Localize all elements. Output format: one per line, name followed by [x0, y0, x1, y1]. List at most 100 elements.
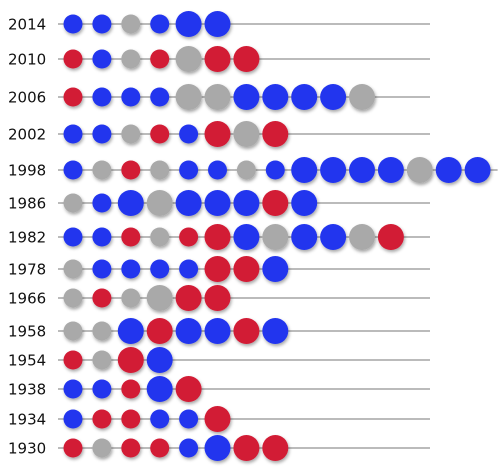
- dot: [92, 288, 112, 308]
- dot: [63, 124, 83, 144]
- dot: [262, 224, 289, 250]
- dot: [117, 318, 144, 344]
- dot: [265, 160, 285, 180]
- dot: [63, 49, 83, 69]
- dot: [150, 14, 170, 34]
- dot: [233, 84, 260, 110]
- dot: [63, 227, 83, 247]
- dot: [92, 227, 112, 247]
- dot: [233, 121, 260, 147]
- dot: [320, 84, 347, 110]
- dot: [63, 87, 83, 107]
- dot: [121, 259, 141, 279]
- dot: [291, 190, 318, 216]
- dot: [117, 347, 144, 373]
- year-label: 1938: [8, 381, 46, 399]
- dot: [121, 14, 141, 34]
- dot: [291, 224, 318, 250]
- dot: [150, 259, 170, 279]
- dot: [146, 376, 173, 402]
- dot: [179, 227, 199, 247]
- dot: [175, 84, 202, 110]
- dot: [233, 224, 260, 250]
- dot: [63, 350, 83, 370]
- dot: [179, 259, 199, 279]
- year-label: 1930: [8, 440, 46, 458]
- dot: [262, 84, 289, 110]
- dot: [204, 318, 231, 344]
- dot: [204, 190, 231, 216]
- year-label: 1934: [8, 411, 46, 429]
- dot: [175, 190, 202, 216]
- dot: [233, 318, 260, 344]
- dot: [377, 224, 404, 250]
- dot: [349, 84, 375, 110]
- dot: [150, 124, 170, 144]
- dot: [236, 160, 256, 180]
- dot: [150, 409, 170, 429]
- dot: [92, 124, 112, 144]
- year-label: 1954: [8, 352, 46, 370]
- dot: [92, 438, 112, 458]
- dot: [121, 227, 141, 247]
- dot: [233, 256, 260, 282]
- dot: [92, 49, 112, 69]
- year-label: 2006: [8, 89, 46, 107]
- dot: [175, 11, 202, 37]
- dot: [204, 406, 231, 432]
- dot: [150, 160, 170, 180]
- year-label: 1966: [8, 290, 46, 308]
- dot: [204, 435, 231, 461]
- dot: [233, 190, 260, 216]
- dot: [175, 376, 202, 402]
- year-label: 1978: [8, 261, 46, 279]
- dot: [92, 160, 112, 180]
- dot: [121, 49, 141, 69]
- dot: [262, 318, 289, 344]
- dot: [320, 157, 347, 183]
- dot: [121, 87, 141, 107]
- dot: [92, 14, 112, 34]
- year-label: 1986: [8, 195, 46, 213]
- dot: [92, 87, 112, 107]
- dot: [233, 46, 260, 72]
- dot: [63, 288, 83, 308]
- dot: [233, 435, 260, 461]
- dot: [204, 121, 231, 147]
- dot: [175, 46, 202, 72]
- dot: [349, 224, 375, 250]
- year-label: 1982: [8, 229, 46, 247]
- dot: [204, 46, 231, 72]
- dot: [92, 321, 112, 341]
- year-label: 1998: [8, 162, 46, 180]
- dot: [121, 160, 141, 180]
- dot: [291, 84, 318, 110]
- dot: [146, 190, 173, 216]
- dot: [349, 157, 375, 183]
- dot: [175, 285, 202, 311]
- dot: [63, 259, 83, 279]
- dot: [150, 227, 170, 247]
- year-label: 2014: [8, 16, 46, 34]
- dot: [179, 124, 199, 144]
- dot: [262, 121, 289, 147]
- dot: [121, 124, 141, 144]
- dot: [92, 259, 112, 279]
- dot: [179, 160, 199, 180]
- dot: [92, 350, 112, 370]
- dot: [63, 14, 83, 34]
- dot: [204, 84, 231, 110]
- dot: [63, 409, 83, 429]
- dot: [179, 438, 199, 458]
- year-label: 1958: [8, 323, 46, 341]
- dot: [121, 438, 141, 458]
- dot: [146, 285, 173, 311]
- dot: [204, 256, 231, 282]
- dot: [204, 224, 231, 250]
- dot: [63, 438, 83, 458]
- dot: [464, 157, 491, 183]
- dot: [377, 157, 404, 183]
- dot: [63, 379, 83, 399]
- dot: [320, 224, 347, 250]
